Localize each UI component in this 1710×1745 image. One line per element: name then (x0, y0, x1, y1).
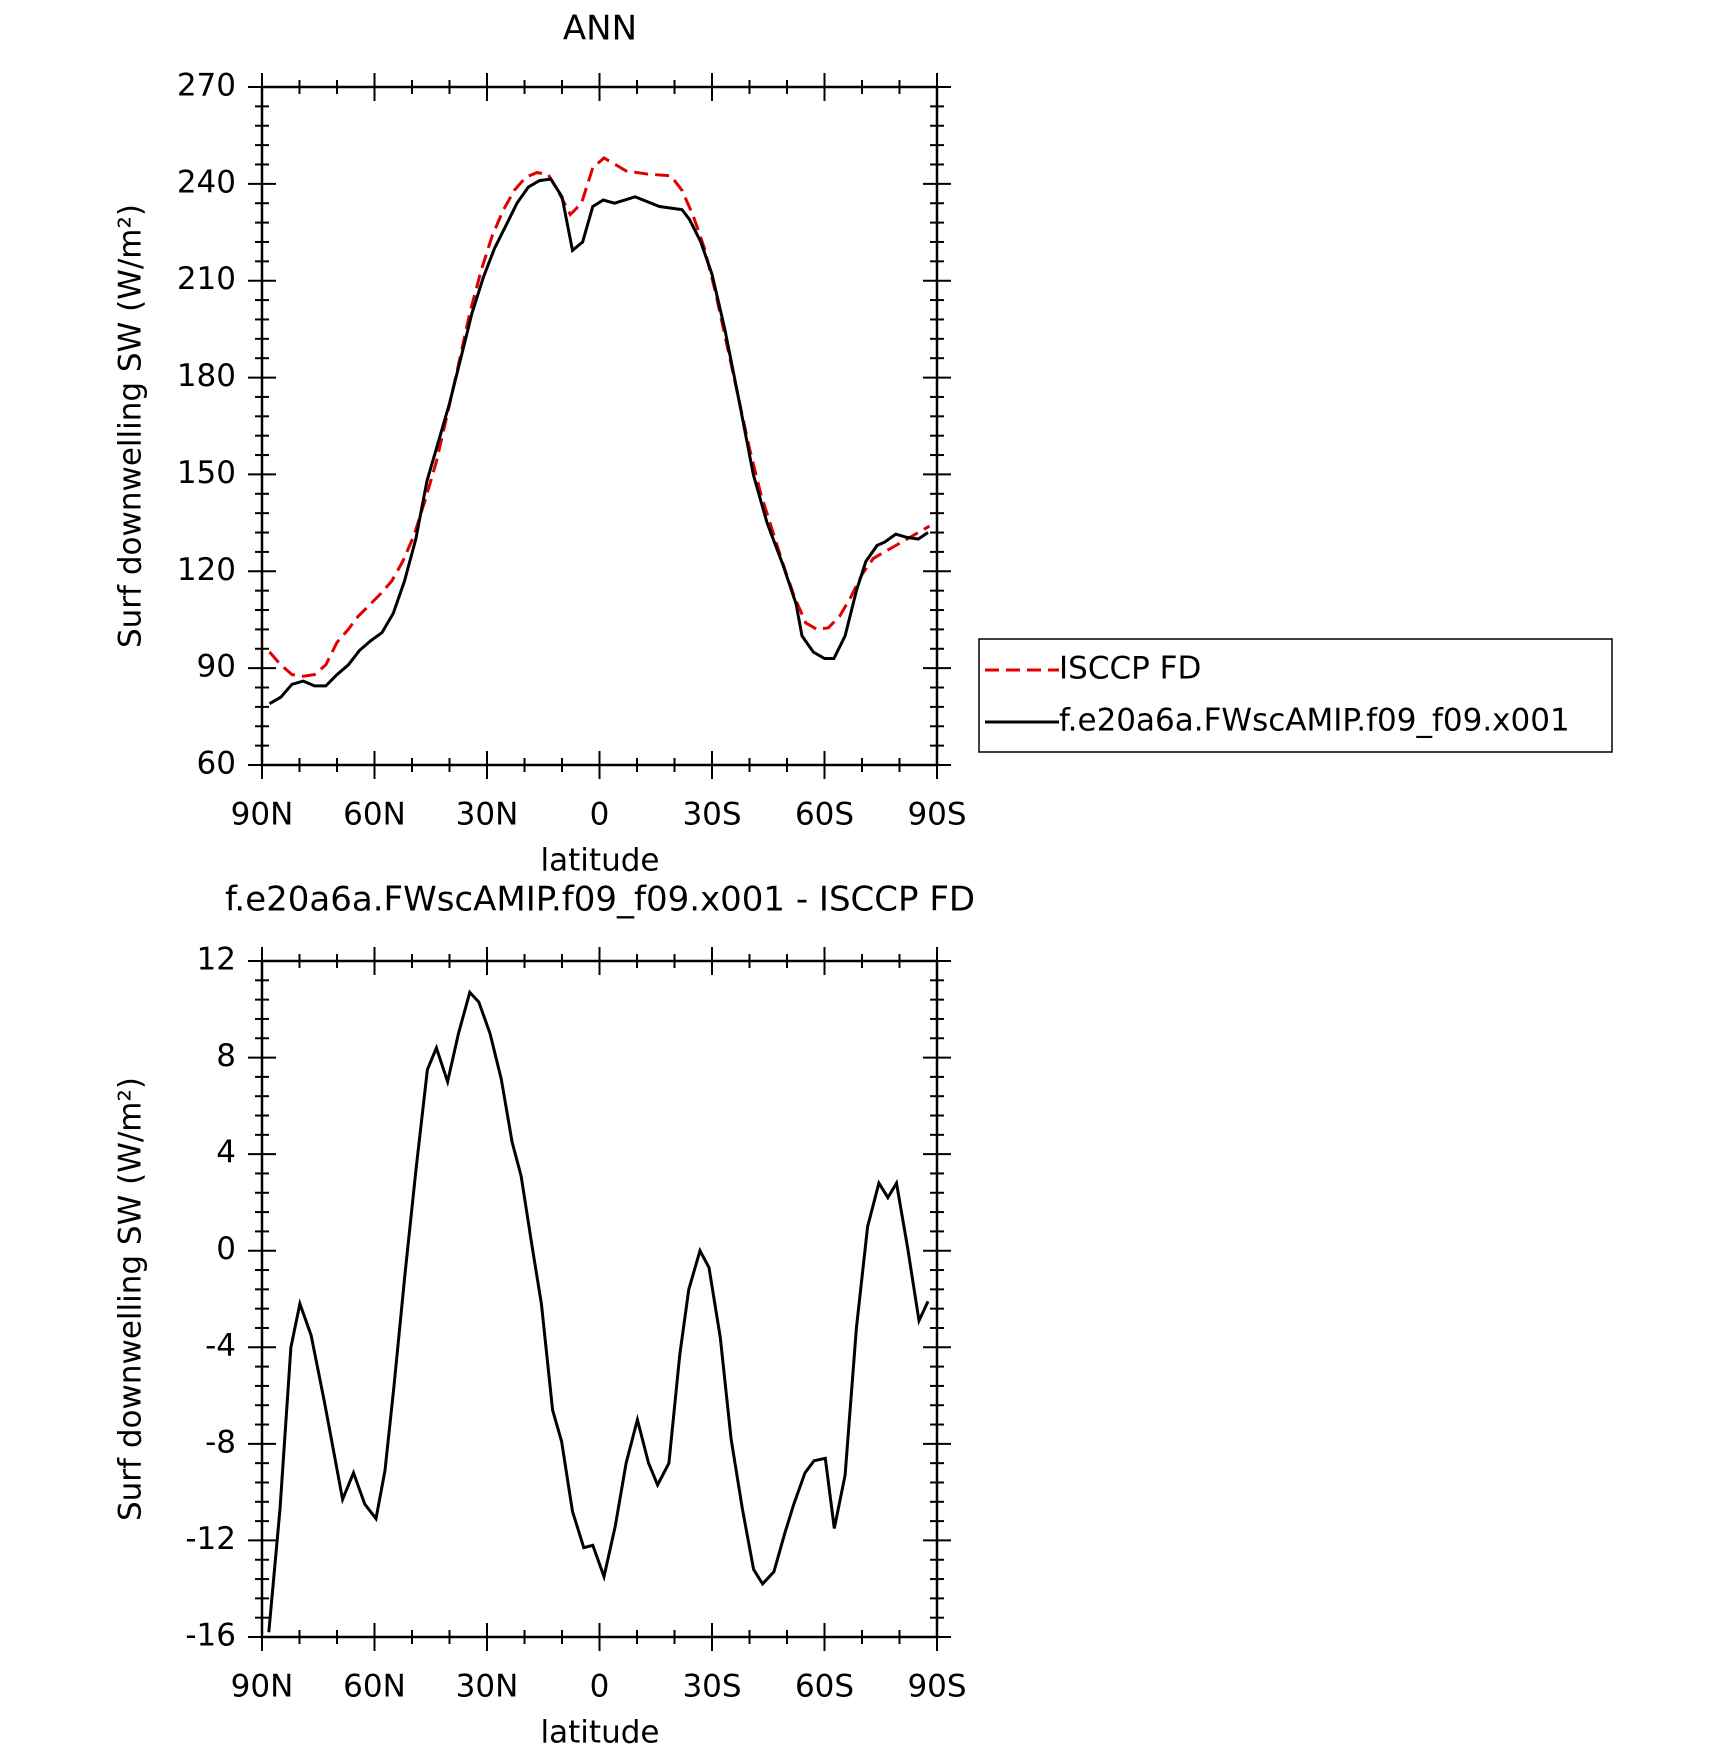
data-line (268, 177, 929, 706)
y-axis-label: Surf downwelling SW (W/m²) (113, 1077, 149, 1521)
y-axis-label: Surf downwelling SW (W/m²) (113, 204, 149, 648)
y-tick-label: 12 (197, 942, 236, 978)
y-tick-label: 240 (177, 164, 236, 200)
y-tick-label: 120 (177, 552, 236, 588)
x-tick-label: 0 (590, 797, 610, 833)
x-tick-label: 30S (682, 1669, 741, 1705)
chart-title: ANN (563, 9, 637, 49)
legend-label: f.e20a6a.FWscAMIP.f09_f09.x001 (1059, 703, 1570, 739)
x-tick-label: 30S (682, 797, 741, 833)
y-tick-label: 4 (216, 1135, 236, 1171)
x-tick-label: 90S (907, 797, 966, 833)
y-tick-label: -12 (185, 1521, 236, 1557)
plot-frame (260, 85, 939, 767)
x-axis-label: latitude (541, 1715, 660, 1745)
y-tick-label: 8 (216, 1038, 236, 1074)
legend-box (978, 638, 1613, 753)
x-tick-label: 30N (456, 797, 519, 833)
y-tick-label: -16 (185, 1618, 236, 1654)
data-line (267, 989, 930, 1633)
legend-label: ISCCP FD (1059, 651, 1201, 687)
chart-title: f.e20a6a.FWscAMIP.f09_f09.x001 - ISCCP F… (225, 880, 975, 920)
x-tick-label: 60S (795, 1669, 854, 1705)
x-tick-label: 90N (231, 797, 294, 833)
y-tick-label: 60 (197, 746, 236, 782)
x-tick-label: 30N (456, 1669, 519, 1705)
y-tick-label: 90 (197, 649, 236, 685)
y-tick-label: 270 (177, 68, 236, 104)
x-tick-label: 60N (343, 1669, 406, 1705)
x-tick-label: 0 (590, 1669, 610, 1705)
y-tick-label: 210 (177, 261, 236, 297)
y-tick-label: 180 (177, 358, 236, 394)
x-tick-label: 90S (907, 1669, 966, 1705)
x-tick-label: 60N (343, 797, 406, 833)
x-tick-label: 60S (795, 797, 854, 833)
y-tick-label: -4 (205, 1328, 236, 1364)
y-tick-label: 150 (177, 455, 236, 491)
y-tick-label: 0 (216, 1231, 236, 1267)
x-axis-label: latitude (541, 843, 660, 879)
y-tick-label: -8 (205, 1424, 236, 1460)
plot-frame (260, 959, 939, 1639)
x-tick-label: 90N (231, 1669, 294, 1705)
data-line (268, 156, 931, 678)
